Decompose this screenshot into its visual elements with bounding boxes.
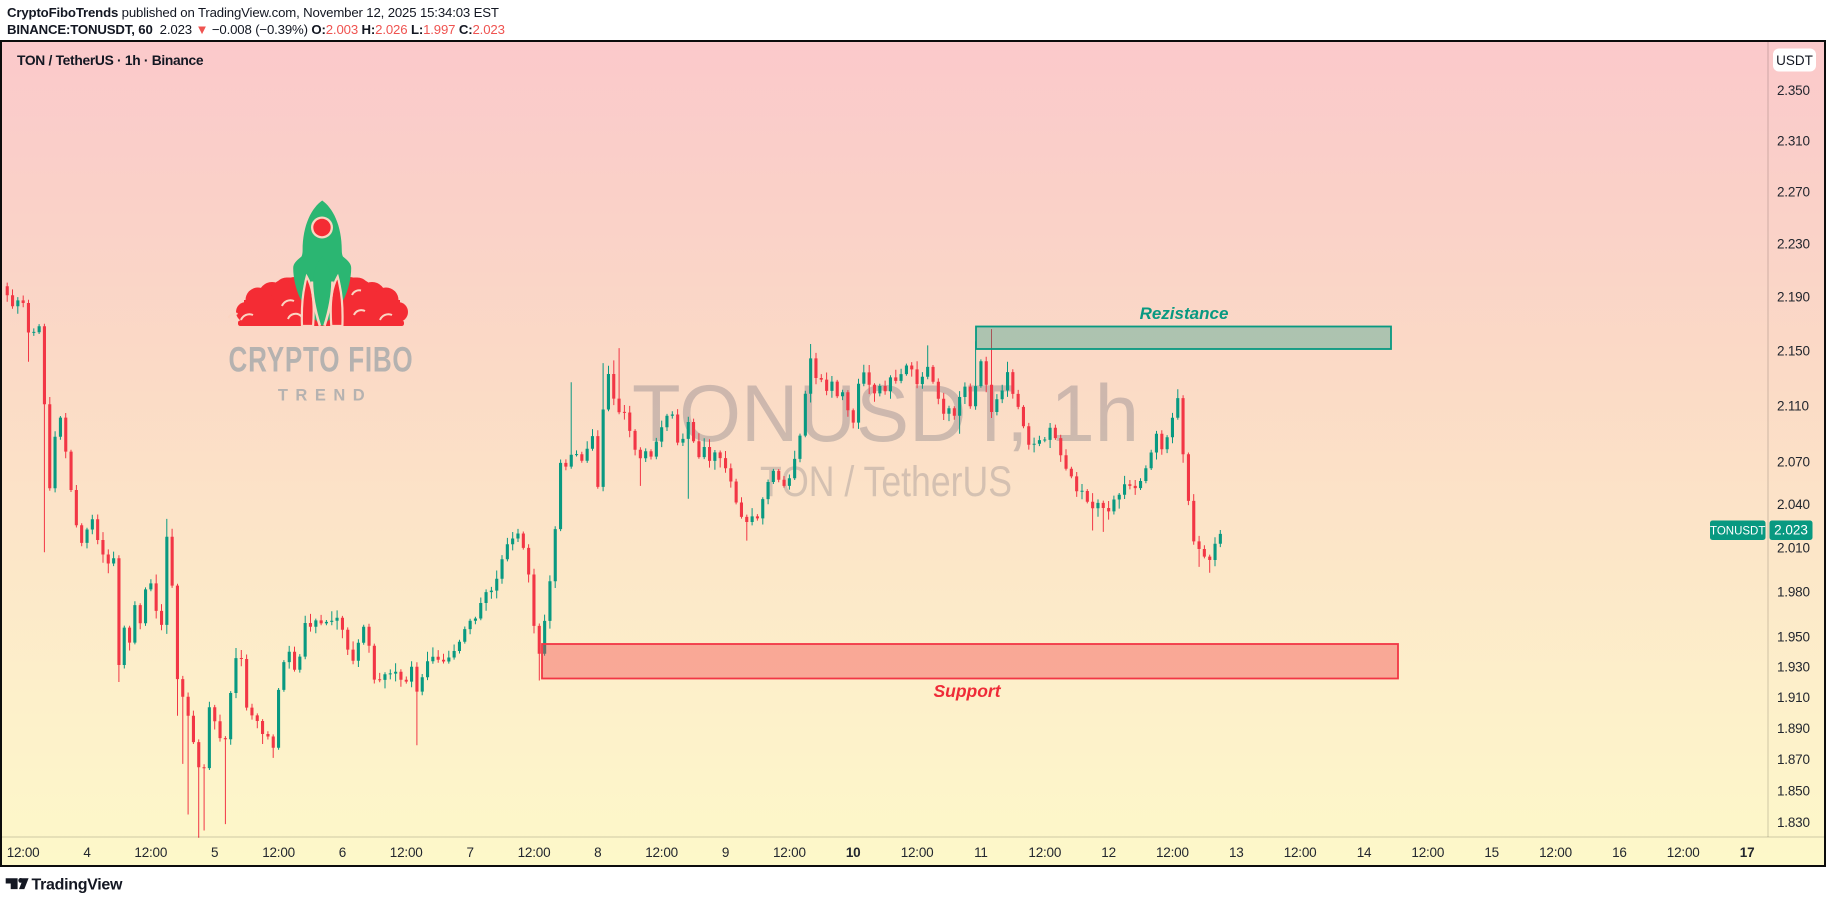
svg-text:12:00: 12:00: [1156, 845, 1189, 860]
svg-text:12:00: 12:00: [390, 845, 423, 860]
svg-text:TREND: TREND: [278, 387, 372, 405]
svg-text:15: 15: [1484, 845, 1499, 860]
svg-text:7: 7: [466, 845, 473, 860]
svg-text:1.870: 1.870: [1777, 752, 1810, 767]
svg-text:2.310: 2.310: [1777, 133, 1810, 148]
svg-text:12:00: 12:00: [645, 845, 678, 860]
svg-text:12:00: 12:00: [518, 845, 551, 860]
svg-text:12:00: 12:00: [901, 845, 934, 860]
svg-text:12:00: 12:00: [773, 845, 806, 860]
svg-text:CRYPTO FIBO: CRYPTO FIBO: [229, 340, 414, 380]
svg-text:Rezistance: Rezistance: [1140, 304, 1229, 323]
svg-text:12: 12: [1101, 845, 1116, 860]
svg-text:TradingView: TradingView: [32, 877, 124, 894]
svg-text:1.950: 1.950: [1777, 629, 1810, 644]
svg-text:16: 16: [1612, 845, 1627, 860]
svg-text:11: 11: [974, 845, 988, 860]
svg-text:12:00: 12:00: [1411, 845, 1444, 860]
svg-text:5: 5: [211, 845, 218, 860]
svg-text:12:00: 12:00: [262, 845, 295, 860]
svg-text:4: 4: [83, 845, 91, 860]
svg-text:2.110: 2.110: [1777, 399, 1809, 414]
svg-text:12:00: 12:00: [7, 845, 40, 860]
svg-text:8: 8: [594, 845, 601, 860]
svg-text:9: 9: [722, 845, 729, 860]
svg-text:1.830: 1.830: [1777, 815, 1810, 830]
svg-text:2.070: 2.070: [1777, 455, 1810, 470]
svg-text:1.980: 1.980: [1777, 585, 1810, 600]
svg-text:TON / TetherUS · 1h · Binance: TON / TetherUS · 1h · Binance: [17, 53, 204, 68]
svg-text:6: 6: [339, 845, 346, 860]
svg-text:2.023: 2.023: [1774, 523, 1808, 538]
svg-text:2.010: 2.010: [1777, 541, 1810, 556]
svg-text:1.910: 1.910: [1777, 690, 1810, 705]
svg-text:USDT: USDT: [1776, 53, 1813, 68]
svg-text:17: 17: [1740, 845, 1755, 860]
svg-text:1.930: 1.930: [1777, 660, 1810, 675]
svg-text:2.040: 2.040: [1777, 497, 1810, 512]
svg-text:13: 13: [1229, 845, 1244, 860]
svg-text:1.890: 1.890: [1777, 721, 1810, 736]
svg-text:TON / TetherUS: TON / TetherUS: [760, 459, 1012, 506]
svg-text:12:00: 12:00: [1028, 845, 1061, 860]
svg-text:12:00: 12:00: [1539, 845, 1572, 860]
svg-text:12:00: 12:00: [1667, 845, 1700, 860]
svg-text:2.270: 2.270: [1777, 185, 1810, 200]
svg-text:1.850: 1.850: [1777, 783, 1810, 798]
svg-text:14: 14: [1357, 845, 1372, 860]
svg-text:2.150: 2.150: [1777, 344, 1810, 359]
svg-text:Support: Support: [933, 681, 1001, 701]
svg-text:10: 10: [846, 845, 861, 860]
svg-text:TONUSDT: TONUSDT: [1710, 526, 1765, 538]
svg-text:2.350: 2.350: [1777, 83, 1810, 98]
svg-text:2.230: 2.230: [1777, 237, 1810, 252]
svg-text:12:00: 12:00: [1284, 845, 1317, 860]
svg-text:2.190: 2.190: [1777, 290, 1810, 305]
svg-text:12:00: 12:00: [134, 845, 167, 860]
